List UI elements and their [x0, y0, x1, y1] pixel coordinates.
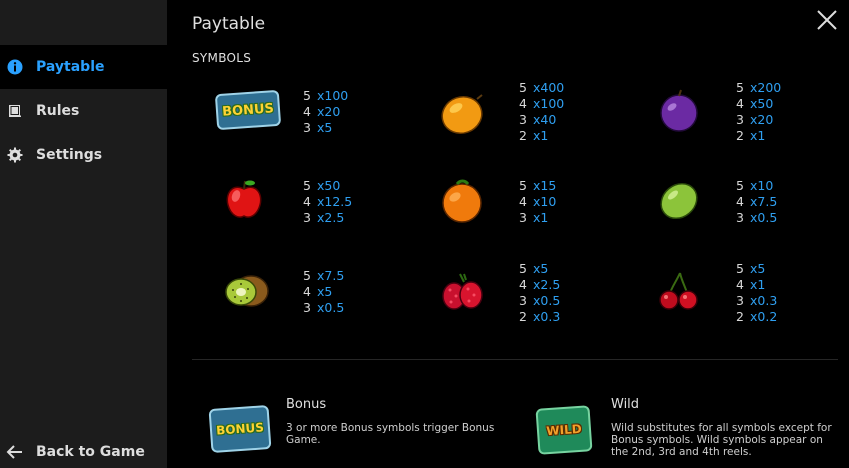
tangerine-paytable: 5 x15 4 x10 3 x1 [519, 178, 557, 225]
cherry-icon [659, 272, 698, 310]
sidebar-item-paytable[interactable]: Paytable [0, 45, 167, 89]
raspberry-icon [442, 273, 483, 310]
orange-paytable: 5 x400 4 x100 3 x40 2 x1 [519, 80, 565, 143]
bonus-paytable: 5 x100 4 x20 3 x5 [303, 88, 349, 135]
close-button[interactable] [816, 9, 838, 31]
plum-icon [660, 89, 698, 132]
raspberry-paytable: 5 x5 4 x2.5 3 x0.5 2 x0.3 [519, 261, 561, 324]
wild-feature-description: Wild substitutes for all symbols except … [611, 422, 832, 458]
gear-icon [7, 147, 23, 163]
bonus-feature-badge: BONUS [208, 404, 272, 454]
sidebar-item-label: Settings [36, 147, 103, 163]
info-icon [7, 59, 23, 75]
wild-feature-name: Wild [611, 397, 640, 412]
sidebar-item-label: Paytable [36, 59, 105, 75]
apple-paytable: 5 x50 4 x12.5 3 x2.5 [303, 178, 353, 225]
wild-feature-badge: WILD [535, 405, 593, 455]
sidebar-item-settings[interactable]: Settings [0, 133, 167, 177]
book-icon [7, 103, 23, 119]
section-divider [192, 359, 838, 360]
close-icon [817, 10, 837, 30]
kiwi-paytable: 5 x7.5 4 x5 3 x0.5 [303, 268, 345, 315]
plum-paytable: 5 x200 4 x50 3 x20 2 x1 [736, 80, 782, 143]
arrow-left-icon [6, 443, 24, 461]
back-to-game-button[interactable]: Back to Game [0, 436, 167, 468]
sidebar-item-label: Rules [36, 103, 80, 119]
bonus-symbol: BONUS [214, 89, 282, 131]
lime-icon [660, 182, 698, 220]
apple-icon [226, 180, 262, 218]
lime-paytable: 5 x10 4 x7.5 3 x0.5 [736, 178, 778, 225]
back-to-game-label: Back to Game [36, 444, 145, 460]
sidebar: Paytable Rules Settings Back t [0, 0, 167, 468]
sidebar-item-rules[interactable]: Rules [0, 89, 167, 133]
bonus-feature-description: 3 or more Bonus symbols trigger Bonus Ga… [286, 422, 495, 446]
tangerine-icon [442, 179, 482, 223]
cherry-paytable: 5 x5 4 x1 3 x0.3 2 x0.2 [736, 261, 778, 324]
symbols-section-title: SYMBOLS [192, 51, 252, 65]
page-title: Paytable [192, 14, 266, 34]
orange-icon [441, 94, 483, 134]
kiwi-icon [225, 275, 269, 307]
bonus-feature-name: Bonus [286, 397, 327, 412]
